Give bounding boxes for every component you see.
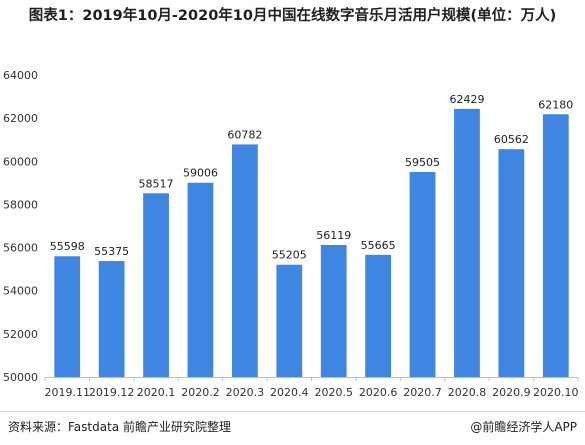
- brand-credit: @前瞻经济学人APP: [470, 420, 577, 434]
- x-tick-label: 2020.6: [359, 386, 398, 399]
- value-labels: 55598 55375 58517 59006 60782 55205 56119 55665…: [50, 93, 574, 262]
- bar: [143, 193, 169, 377]
- bar: [409, 171, 436, 377]
- value-label: 55205: [272, 249, 307, 262]
- bar: [454, 108, 480, 377]
- x-tick-label: 2020.8: [448, 386, 487, 399]
- value-label: 55598: [50, 240, 85, 253]
- x-tick-label: 2020.4: [270, 386, 309, 399]
- x-tick-label: 2020.7: [403, 386, 442, 399]
- y-tick-label: 54000: [3, 285, 38, 298]
- y-tick-label: 64000: [3, 69, 38, 82]
- bar: [276, 264, 303, 377]
- y-tick-label: 56000: [3, 242, 38, 255]
- value-label: 62180: [538, 98, 573, 111]
- bar: [498, 149, 525, 377]
- x-tick-label: 2020.3: [226, 386, 265, 399]
- bar: [365, 254, 392, 377]
- y-tick-label: 60000: [3, 155, 38, 168]
- chart-title: 图表1：2019年10月-2020年10月中国在线数字音乐月活用户规模(单位：万…: [28, 8, 557, 24]
- value-label: 55665: [361, 239, 396, 252]
- bar-chart: 50000 52000 54000 56000 58000 60000 62000 64000…: [3, 69, 579, 399]
- x-tick-label: 2020.5: [314, 386, 353, 399]
- y-tick-label: 58000: [3, 198, 38, 211]
- y-tick-label: 62000: [3, 112, 38, 125]
- value-label: 59006: [183, 167, 218, 180]
- bar: [231, 144, 258, 377]
- y-tick-label: 50000: [3, 371, 38, 384]
- x-tick-label: 2020.2: [181, 386, 220, 399]
- value-label: 56119: [316, 229, 351, 242]
- y-axis: 50000 52000 54000 56000 58000 60000 62000 64000: [3, 69, 38, 384]
- bar: [187, 182, 214, 377]
- bar: [320, 245, 347, 377]
- bar: [98, 261, 125, 377]
- value-label: 58517: [139, 177, 174, 190]
- x-tick-label: 2020.9: [492, 386, 531, 399]
- x-tick-label: 2019.11: [44, 386, 90, 399]
- divider: [0, 411, 585, 412]
- bars: [54, 108, 569, 377]
- bar: [542, 114, 569, 377]
- y-tick-label: 52000: [3, 328, 38, 341]
- value-label: 60562: [494, 133, 529, 146]
- x-tick-label: 2019.12: [89, 386, 135, 399]
- value-label: 59505: [405, 156, 440, 169]
- bar: [54, 256, 81, 377]
- x-tick-label: 2020.10: [533, 386, 579, 399]
- value-label: 62429: [449, 93, 484, 106]
- value-label: 60782: [227, 128, 262, 141]
- source-note: 资料来源：Fastdata 前瞻产业研究院整理: [8, 420, 231, 434]
- value-label: 55375: [94, 245, 129, 258]
- x-tick-label: 2020.1: [137, 386, 176, 399]
